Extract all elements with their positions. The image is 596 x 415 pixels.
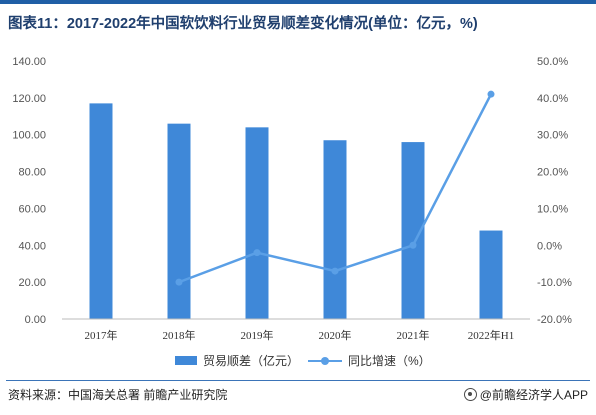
left-y-axis: 0.00 20.00 40.00 60.00 80.00 100.00 120.00 140.… (12, 56, 46, 326)
left-tick-label: 140.00 (12, 56, 46, 68)
x-category-label: 2018年 (163, 328, 196, 342)
bar-trade-surplus (323, 140, 347, 319)
right-tick-label: 10.0% (537, 203, 568, 215)
growth-line-layer (175, 90, 495, 286)
source-note: 资料来源：中国海关总署 前瞻产业研究院 (8, 388, 228, 402)
bar-trade-surplus (245, 127, 269, 319)
right-tick-label: 20.0% (537, 167, 568, 179)
chart: 0.00 20.00 40.00 60.00 80.00 100.00 120.00 140.… (12, 56, 572, 342)
growth-rate-point (409, 241, 417, 249)
x-axis-categories: 2017年 2018年 2019年 2020年 2021年 2022年H1 (85, 328, 515, 342)
legend-bar-label: 贸易顺差（亿元） (203, 354, 300, 368)
legend-item-line: 同比增速（%） (308, 352, 431, 369)
x-category-label: 2017年 (85, 328, 118, 342)
left-tick-label: 60.00 (18, 203, 46, 215)
bar-trade-surplus (89, 103, 113, 319)
left-tick-label: 40.00 (18, 240, 46, 252)
bars-layer (89, 103, 503, 320)
right-tick-label: 30.0% (537, 130, 568, 142)
legend-line-label: 同比增速（%） (348, 354, 431, 368)
chart-title: 图表11：2017-2022年中国软饮料行业贸易顺差变化情况(单位：亿元，%) (8, 16, 478, 32)
left-tick-label: 20.00 (18, 277, 46, 289)
right-tick-label: -10.0% (537, 277, 572, 289)
top-accent-rule (0, 0, 596, 4)
growth-rate-point (175, 278, 183, 286)
bottom-rule (6, 380, 590, 381)
bar-trade-surplus (401, 142, 425, 319)
x-category-label: 2022年H1 (468, 328, 514, 342)
left-tick-label: 120.00 (12, 93, 46, 105)
brand-text: @前瞻经济学人APP (479, 388, 588, 402)
right-tick-label: 50.0% (537, 56, 568, 68)
left-tick-label: 100.00 (12, 130, 46, 142)
right-y-axis: -20.0% -10.0% 0.0% 10.0% 20.0% 30.0% 40.0% 50.0… (537, 56, 572, 326)
x-category-label: 2019年 (241, 328, 274, 342)
bar-trade-surplus (479, 230, 503, 319)
right-tick-label: 0.0% (537, 240, 562, 252)
x-category-label: 2021年 (397, 328, 430, 342)
x-category-label: 2020年 (319, 328, 352, 342)
left-tick-label: 0.00 (25, 314, 46, 326)
growth-rate-point (331, 267, 339, 275)
right-tick-label: 40.0% (537, 93, 568, 105)
brand-logo-icon (463, 388, 477, 401)
legend-line-swatch (308, 356, 342, 366)
legend-bar-swatch (175, 356, 197, 365)
bar-trade-surplus (167, 123, 191, 320)
right-tick-label: -20.0% (537, 314, 572, 326)
left-tick-label: 80.00 (18, 167, 46, 179)
legend-item-bar: 贸易顺差（亿元） (175, 352, 299, 369)
legend: 贸易顺差（亿元） 同比增速（%） (0, 352, 596, 368)
growth-rate-point (253, 249, 261, 257)
growth-rate-point (487, 90, 495, 98)
brand-credit: @前瞻经济学人APP (463, 386, 588, 403)
